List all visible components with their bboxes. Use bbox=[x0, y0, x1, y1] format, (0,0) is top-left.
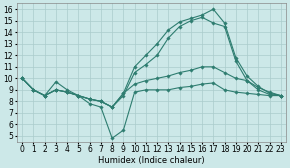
X-axis label: Humidex (Indice chaleur): Humidex (Indice chaleur) bbox=[98, 156, 205, 164]
